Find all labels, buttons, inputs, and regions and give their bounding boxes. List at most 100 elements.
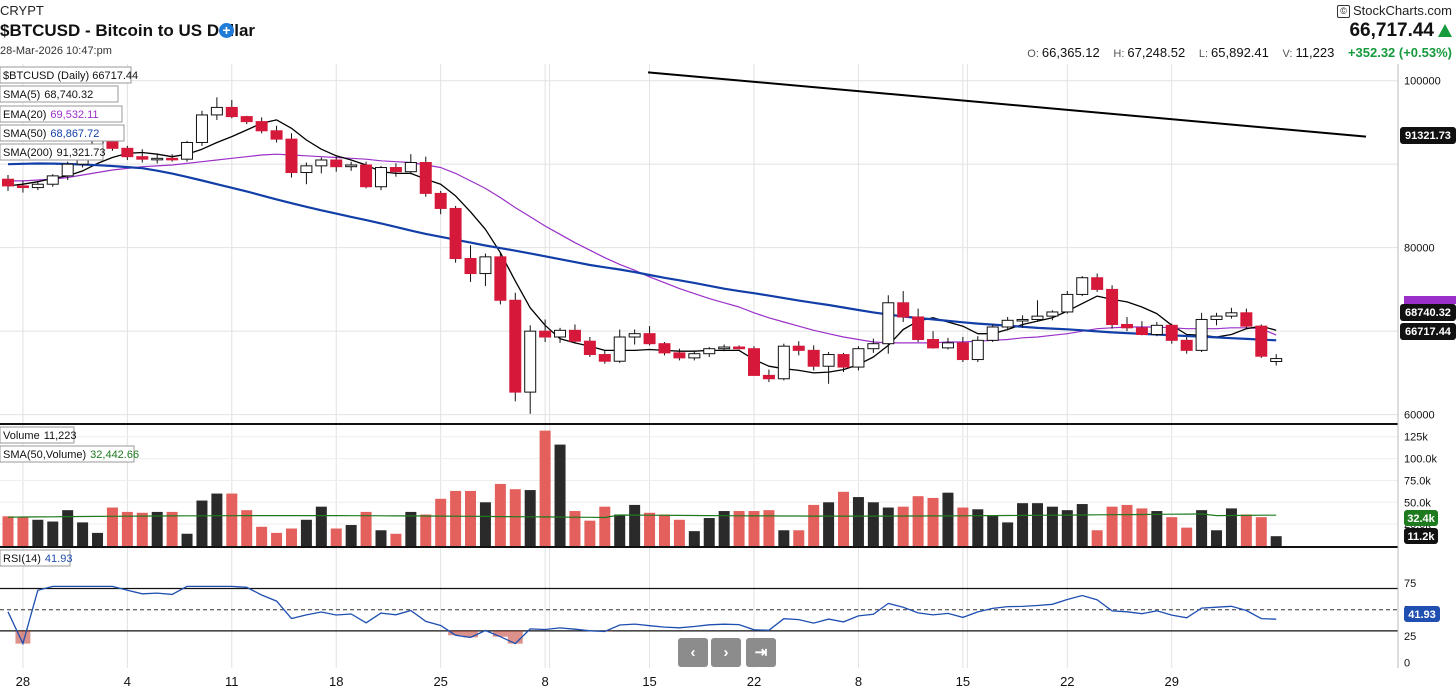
tag-last-bg — [1400, 323, 1456, 340]
price-tick-label: 100000 — [1404, 76, 1441, 88]
candle-body — [1046, 311, 1059, 317]
tag-sma200: 91321.73 — [1405, 130, 1451, 142]
candle-body — [807, 349, 820, 367]
volume-bar — [375, 530, 387, 546]
legend-rsi: RSI(14) 41.93 — [3, 553, 72, 565]
grid-lines — [0, 64, 1398, 668]
volume-bar — [330, 528, 342, 546]
legend-sma200: SMA(200) 91,321.73 — [3, 147, 105, 159]
volume-bar — [1151, 511, 1163, 546]
candle-body — [1225, 312, 1238, 317]
volume-bar — [644, 512, 656, 546]
volume-bar — [450, 490, 462, 546]
volume-bar — [1076, 504, 1088, 546]
volume-bar — [92, 532, 104, 546]
volume-tick-label: 75.0k — [1404, 475, 1431, 487]
volume-bar — [62, 510, 74, 546]
volume-bar — [121, 511, 133, 546]
volume-bar — [1270, 536, 1282, 546]
candle-body — [792, 345, 805, 351]
volume-bar — [912, 496, 924, 546]
volume-bar — [285, 528, 297, 546]
volume-bar — [1002, 522, 1014, 546]
volume-bar — [763, 510, 775, 546]
volume-bar — [211, 493, 223, 546]
legend-sma5: SMA(5) 68,740.32 — [3, 89, 93, 101]
volume-bar — [1121, 504, 1133, 546]
volume-bar — [673, 519, 685, 546]
x-tick-label: 18 — [329, 674, 343, 689]
tag-sma200-bg — [1400, 127, 1456, 144]
candle-body — [539, 330, 552, 338]
rsi-oversold-fill — [15, 630, 31, 644]
rsi-oversold-fill — [463, 630, 478, 638]
scroll-to-end-button[interactable]: ⇥ — [746, 638, 776, 667]
volume-bar — [494, 483, 506, 546]
add-symbol-button[interactable]: + — [219, 23, 234, 38]
scroll-back-button[interactable]: ‹ — [678, 638, 708, 667]
rsi-legend: RSI(14) 41.93 — [0, 549, 72, 567]
candle-body — [434, 192, 447, 209]
legend-volume-box — [0, 426, 75, 444]
legend-main-box — [0, 66, 132, 84]
candle-body — [1210, 315, 1223, 320]
candle-body — [822, 354, 835, 367]
candle-body — [688, 353, 701, 359]
brand-name: StockCharts.com — [1353, 3, 1452, 18]
volume-bar — [196, 500, 208, 546]
volume-bar — [17, 517, 29, 546]
volume-bar — [166, 511, 178, 546]
legend-volume: Volume 11,223 — [3, 430, 77, 442]
volume-bar — [1031, 503, 1043, 546]
volume-bar — [867, 502, 879, 546]
candle-body — [927, 339, 940, 349]
low-label: L: — [1198, 48, 1209, 60]
candle-body — [912, 316, 925, 341]
candle-body — [151, 157, 164, 161]
candle-body — [1106, 288, 1119, 325]
candle-body — [225, 106, 238, 118]
rsi-line — [7, 585, 1277, 646]
x-tick-label: 22 — [747, 674, 761, 689]
volume-bar — [733, 511, 745, 546]
volume-bar — [435, 498, 447, 546]
volume-bar — [151, 511, 163, 546]
candle-body — [837, 354, 850, 368]
candle-body — [210, 106, 223, 116]
ohlc-row: O: 66,365.12 H: 67,248.52 L: 65,892.41 V: 11… — [1017, 45, 1452, 60]
candle-body — [956, 342, 969, 361]
chart-date: 28-Mar-2026 10:47:pm — [0, 45, 112, 57]
volume-bar — [927, 497, 939, 546]
volume-bar — [808, 504, 820, 546]
candle-body — [1031, 315, 1044, 320]
volume-bar — [465, 490, 477, 546]
candle-body — [628, 333, 641, 338]
scroll-forward-button[interactable]: › — [711, 638, 741, 667]
volume-bar — [748, 511, 760, 546]
volume-bar — [942, 492, 954, 546]
candle-body — [673, 352, 686, 359]
x-tick-label: 11 — [225, 674, 239, 689]
tag-rsi-bg — [1404, 606, 1440, 622]
candle-body — [315, 159, 328, 167]
volume-legend: Volume 11,223 SMA(50,Volume) 32,442.66 — [0, 426, 139, 463]
high-label: H: — [1113, 48, 1125, 60]
volume-bar — [703, 518, 715, 546]
candle-body — [389, 167, 402, 173]
rsi-tick-label: 75 — [1404, 578, 1416, 590]
up-arrow-icon — [1438, 24, 1452, 37]
volume-bar — [1061, 510, 1073, 546]
candle-body — [718, 346, 731, 350]
volume-bar — [629, 504, 641, 546]
legend-volsma: SMA(50,Volume) 32,442.66 — [3, 449, 139, 461]
volume-bar — [1225, 508, 1237, 546]
candle-body — [121, 147, 134, 158]
rsi-tick-label: 25 — [1404, 631, 1416, 643]
price-legend: $BTCUSD (Daily) 66717.44 SMA(5) 68,740.32… — [0, 66, 138, 161]
candle-body — [404, 162, 417, 173]
volume-sma-line — [7, 513, 1277, 519]
symbol-title: $BTCUSD - Bitcoin to US Dollar — [0, 21, 256, 40]
candle-body — [375, 167, 387, 188]
candle-body — [598, 354, 611, 362]
